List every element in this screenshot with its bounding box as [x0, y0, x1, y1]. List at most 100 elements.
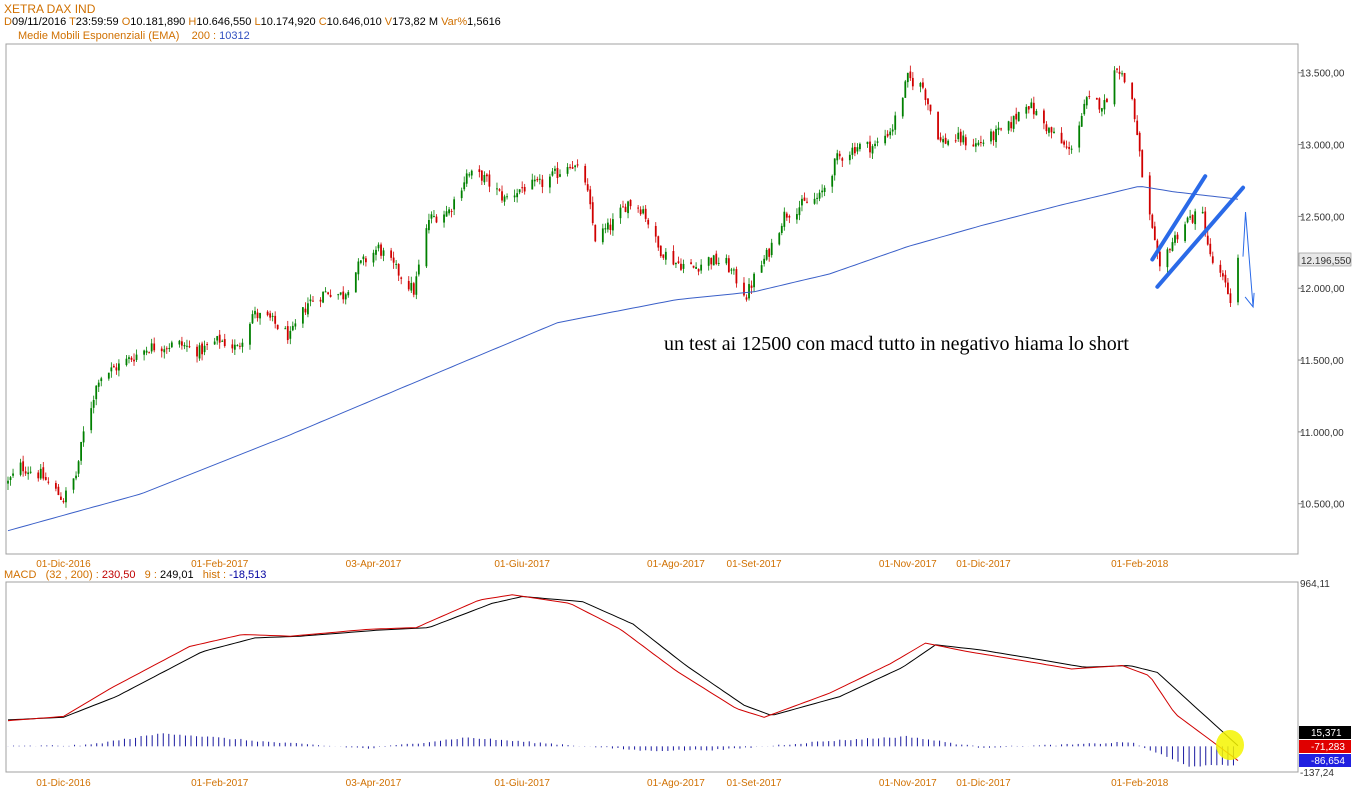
- candle-body: [1171, 242, 1174, 251]
- candle-body: [354, 272, 357, 293]
- candle-body: [1068, 146, 1071, 149]
- candle-body: [856, 147, 859, 152]
- open-key: O: [121, 16, 131, 28]
- candle-body: [47, 481, 50, 483]
- candle-body: [680, 263, 682, 270]
- candle-body: [1000, 128, 1002, 130]
- candle-body: [657, 236, 660, 248]
- candle-body: [395, 263, 398, 265]
- candle-body: [133, 359, 135, 362]
- macd-legend: MACD (32 , 200) : 230,50 9 : 249,01 hist…: [4, 569, 266, 581]
- candle-body: [170, 342, 173, 348]
- candle-body: [417, 264, 420, 275]
- candle-body: [906, 72, 909, 83]
- candle-body: [1063, 141, 1065, 145]
- candle-body: [400, 277, 403, 279]
- candle-body: [42, 467, 45, 479]
- candle-body: [37, 472, 40, 479]
- candle-body: [748, 284, 750, 299]
- candle-body: [251, 314, 254, 324]
- candle-body: [145, 350, 148, 353]
- candle-body: [622, 206, 624, 208]
- candle-body: [57, 486, 60, 496]
- ema-name: Medie Mobili Esponenziali (EMA): [18, 30, 180, 42]
- price-y-tick-label: 11.500,00: [1300, 356, 1344, 367]
- candle-body: [160, 348, 163, 352]
- high-key: H: [188, 16, 197, 28]
- candle-body: [1116, 68, 1118, 70]
- candle-body: [964, 137, 967, 146]
- candle-body: [1221, 273, 1224, 277]
- candle-body: [554, 168, 556, 171]
- candle-body: [198, 345, 201, 359]
- candle-body: [601, 228, 604, 243]
- candle-body: [712, 255, 715, 266]
- candle-body: [100, 378, 103, 382]
- candle-body: [672, 251, 675, 265]
- candle-body: [659, 245, 662, 257]
- candle-body: [463, 182, 466, 190]
- candle-body: [327, 292, 330, 294]
- candle-body: [1095, 97, 1098, 100]
- macd-label-signal: 15,371: [1311, 728, 1342, 739]
- candle-body: [521, 187, 524, 189]
- candle-body: [301, 307, 304, 324]
- candle-body: [186, 345, 188, 347]
- candle-body: [1176, 234, 1179, 240]
- candle-body: [848, 154, 851, 161]
- candle-body: [803, 197, 806, 201]
- candle-body: [506, 196, 508, 198]
- projection-arrow: [1242, 212, 1255, 309]
- candle-body: [798, 207, 801, 216]
- candle-body: [569, 166, 571, 168]
- candle-body: [415, 276, 418, 295]
- candle-body: [904, 81, 907, 98]
- candle-body: [266, 311, 269, 316]
- candle-body: [654, 225, 657, 237]
- candle-body: [412, 283, 415, 295]
- macd-signal-label: 9 :: [144, 569, 157, 581]
- macd-hist-value: -18,513: [229, 569, 267, 581]
- candle-body: [831, 175, 834, 187]
- candle-body: [165, 348, 168, 350]
- macd-name: MACD: [4, 569, 37, 581]
- volume-key: V: [384, 16, 393, 28]
- candle-body: [496, 188, 498, 190]
- candle-body: [498, 189, 501, 191]
- ohlc-readout: D09/11/2016 T23:59:59 O10.181,890 H10.64…: [4, 16, 501, 28]
- candle-body: [12, 473, 14, 476]
- candle-body: [1007, 121, 1010, 131]
- candle-body: [233, 344, 236, 350]
- candle-body: [995, 129, 997, 142]
- candle-body: [1035, 110, 1038, 116]
- candle-body: [359, 260, 362, 263]
- x-tick-label: 01-Nov-2017: [879, 559, 937, 570]
- x-tick-label: 01-Dic-2016: [36, 559, 91, 570]
- candle-body: [1027, 106, 1030, 110]
- candle-body: [584, 165, 587, 183]
- candle-body: [344, 294, 347, 300]
- candle-body: [745, 297, 748, 300]
- candle-body: [662, 254, 665, 258]
- candle-body: [944, 137, 947, 144]
- candle-body: [324, 291, 327, 293]
- candle-body: [1156, 240, 1159, 253]
- candle-body: [675, 262, 677, 265]
- candle-body: [478, 169, 481, 173]
- candle-body: [286, 326, 289, 341]
- candle-body: [501, 191, 503, 201]
- price-x-axis: 01-Dic-2016 01-Feb-2017 03-Apr-2017 01-Giu-…: [36, 559, 1169, 570]
- macd-label-box-macd: [1299, 740, 1351, 753]
- candle-body: [1010, 122, 1013, 129]
- candle-body: [937, 111, 939, 140]
- candle-body: [770, 242, 773, 256]
- candle-body: [485, 174, 488, 177]
- candle-body: [44, 477, 47, 480]
- candle-body: [518, 189, 521, 193]
- candle-body: [859, 143, 861, 150]
- candle-body: [801, 198, 803, 206]
- candle-body: [148, 352, 151, 354]
- candle-body: [24, 471, 27, 474]
- candle-body: [1043, 110, 1045, 124]
